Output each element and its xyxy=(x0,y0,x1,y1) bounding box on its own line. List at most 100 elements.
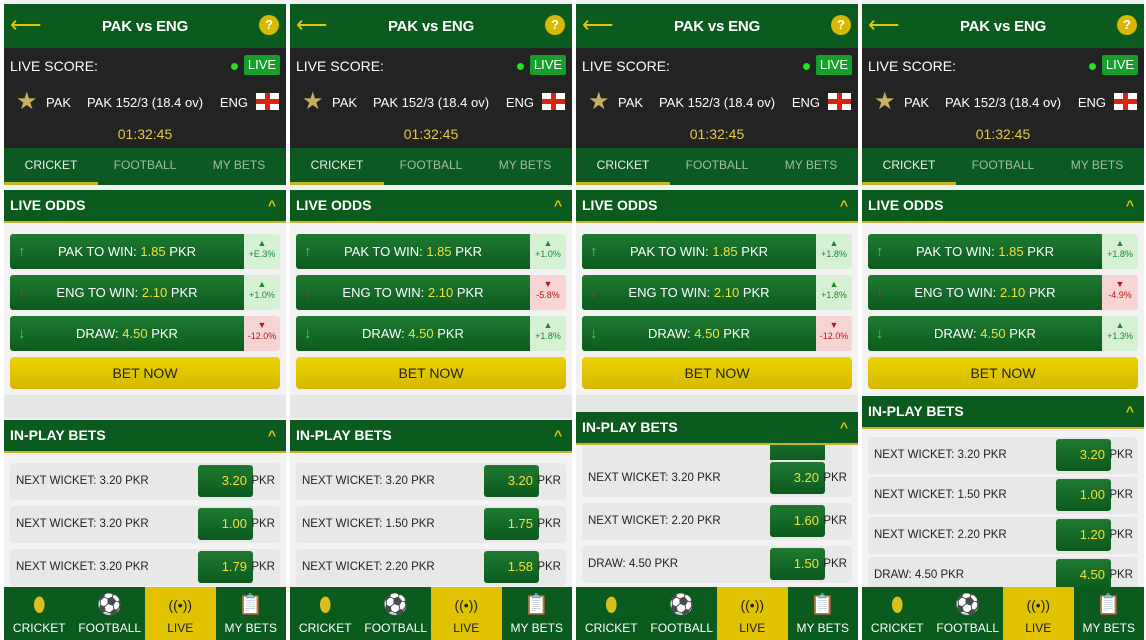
odds-row[interactable]: ↑ PAK TO WIN: 1.85 PKR ▲ +1.8% xyxy=(868,234,1138,269)
nav-live[interactable]: ((•)) LIVE xyxy=(1003,587,1074,640)
bet-odds-button[interactable]: 3.20 xyxy=(770,462,825,494)
nav-football[interactable]: ⚽ FOOTBALL xyxy=(647,587,718,640)
chevron-up-icon[interactable]: ^ xyxy=(839,197,848,213)
live-odds-header[interactable]: LIVE ODDS ^ xyxy=(4,190,286,223)
nav-cricket[interactable]: ⬮ CRICKET xyxy=(290,587,361,640)
bet-odds-button[interactable]: 1.20 xyxy=(1056,519,1111,551)
back-arrow-icon[interactable]: ⟵ xyxy=(582,12,614,37)
odds-button[interactable]: ↑ PAK TO WIN: 1.85 PKR xyxy=(296,234,530,269)
odds-button[interactable]: ↓ ENG TO WIN: 2.10 PKR xyxy=(868,275,1102,310)
in-play-row[interactable]: NEXT WICKET: 3.20 PKR 3.20 PKR xyxy=(296,463,566,500)
nav-football[interactable]: ⚽ FOOTBALL xyxy=(75,587,146,640)
chevron-up-icon[interactable]: ^ xyxy=(839,419,848,435)
in-play-row[interactable]: NEXT WICKET: 2.20 PKR 1.60 PKR xyxy=(582,503,852,540)
bet-odds-button[interactable]: 3.20 xyxy=(484,465,539,497)
bet-now-button[interactable]: BET NOW xyxy=(868,357,1138,389)
odds-row[interactable]: ↓ ENG TO WIN: 2.10 PKR ▲ +1.0% xyxy=(10,275,280,310)
odds-row[interactable]: ↓ DRAW: 4.50 PKR ▼ -12.0% xyxy=(582,316,852,351)
nav-football[interactable]: ⚽ FOOTBALL xyxy=(933,587,1004,640)
tab-my-bets[interactable]: MY BETS xyxy=(498,158,552,172)
in-play-row[interactable]: DRAW: 4.50 PKR 1.50 PKR xyxy=(582,546,852,583)
bet-odds-button[interactable]: 3.20 xyxy=(1056,439,1111,471)
chevron-up-icon[interactable]: ^ xyxy=(1125,403,1134,419)
chevron-up-icon[interactable]: ^ xyxy=(553,197,562,213)
odds-row[interactable]: ↓ DRAW: 4.50 PKR ▲ +1.8% xyxy=(296,316,566,351)
odds-button[interactable]: ↓ ENG TO WIN: 2.10 PKR xyxy=(582,275,816,310)
nav-cricket[interactable]: ⬮ CRICKET xyxy=(576,587,647,640)
chevron-up-icon[interactable]: ^ xyxy=(553,427,562,443)
odds-button[interactable]: ↑ PAK TO WIN: 1.85 PKR xyxy=(868,234,1102,269)
odds-button[interactable]: ↓ ENG TO WIN: 2.10 PKR xyxy=(296,275,530,310)
odds-button[interactable]: ↓ DRAW: 4.50 PKR xyxy=(10,316,244,351)
tab-my-bets[interactable]: MY BETS xyxy=(784,158,838,172)
back-arrow-icon[interactable]: ⟵ xyxy=(868,12,900,37)
bet-odds-button[interactable]: 1.60 xyxy=(770,505,825,537)
bet-odds-button[interactable]: 1.75 xyxy=(484,508,539,540)
bet-odds-button[interactable]: 1.50 xyxy=(770,548,825,580)
tab-football[interactable]: FOOTBALL xyxy=(399,158,463,172)
bet-odds-button[interactable]: 1.58 xyxy=(484,551,539,583)
in-play-row[interactable]: NEXT WICKET: 3.20 PKR 1.79 PKR xyxy=(10,549,280,586)
nav-my-bets[interactable]: 📋 MY BETS xyxy=(502,587,573,640)
odds-button[interactable]: ↑ PAK TO WIN: 1.85 PKR xyxy=(10,234,244,269)
nav-live[interactable]: ((•)) LIVE xyxy=(431,587,502,640)
chevron-up-icon[interactable]: ^ xyxy=(267,197,276,213)
in-play-row[interactable]: NEXT WICKET: 3.20 PKR 3.20 PKR xyxy=(868,437,1138,474)
odds-row[interactable]: ↓ ENG TO WIN: 2.10 PKR ▲ +1.8% xyxy=(582,275,852,310)
tab-cricket[interactable]: CRICKET xyxy=(290,148,384,185)
in-play-header[interactable]: IN-PLAY BETS ^ xyxy=(290,420,572,453)
live-odds-header[interactable]: LIVE ODDS ^ xyxy=(576,190,858,223)
chevron-up-icon[interactable]: ^ xyxy=(1125,197,1134,213)
odds-button[interactable]: ↑ PAK TO WIN: 1.85 PKR xyxy=(582,234,816,269)
nav-my-bets[interactable]: 📋 MY BETS xyxy=(788,587,859,640)
odds-button[interactable]: ↓ DRAW: 4.50 PKR xyxy=(582,316,816,351)
in-play-row[interactable]: NEXT WICKET: 2.20 PKR 1.20 PKR xyxy=(868,517,1138,554)
bet-odds-button[interactable]: 3.20 xyxy=(198,465,253,497)
nav-my-bets[interactable]: 📋 MY BETS xyxy=(1074,587,1145,640)
help-button[interactable]: ? xyxy=(1117,15,1137,35)
bet-now-button[interactable]: BET NOW xyxy=(582,357,852,389)
tab-football[interactable]: FOOTBALL xyxy=(971,158,1035,172)
tab-my-bets[interactable]: MY BETS xyxy=(1070,158,1124,172)
tab-cricket[interactable]: CRICKET xyxy=(4,148,98,185)
tab-cricket[interactable]: CRICKET xyxy=(862,148,956,185)
odds-row[interactable]: ↑ PAK TO WIN: 1.85 PKR ▲ +1.0% xyxy=(296,234,566,269)
bet-odds-button[interactable]: 1.00 xyxy=(1056,479,1111,511)
in-play-row[interactable]: NEXT WICKET: 3.20 PKR 3.20 PKR xyxy=(10,463,280,500)
help-button[interactable]: ? xyxy=(831,15,851,35)
odds-row[interactable]: ↓ DRAW: 4.50 PKR ▼ -12.0% xyxy=(10,316,280,351)
chevron-up-icon[interactable]: ^ xyxy=(267,427,276,443)
help-button[interactable]: ? xyxy=(545,15,565,35)
tab-my-bets[interactable]: MY BETS xyxy=(212,158,266,172)
bet-odds-button[interactable]: 4.50 xyxy=(1056,559,1111,591)
in-play-row[interactable]: NEXT WICKET: 3.20 PKR 3.20 PKR xyxy=(582,460,852,497)
nav-cricket[interactable]: ⬮ CRICKET xyxy=(862,587,933,640)
nav-cricket[interactable]: ⬮ CRICKET xyxy=(4,587,75,640)
tab-football[interactable]: FOOTBALL xyxy=(113,158,177,172)
nav-live[interactable]: ((•)) LIVE xyxy=(717,587,788,640)
odds-row[interactable]: ↓ ENG TO WIN: 2.10 PKR ▼ -5.8% xyxy=(296,275,566,310)
odds-row[interactable]: ↓ ENG TO WIN: 2.10 PKR ▼ -4.9% xyxy=(868,275,1138,310)
tab-cricket[interactable]: CRICKET xyxy=(576,148,670,185)
bet-now-button[interactable]: BET NOW xyxy=(10,357,280,389)
back-arrow-icon[interactable]: ⟵ xyxy=(10,12,42,37)
odds-button[interactable]: ↓ DRAW: 4.50 PKR xyxy=(868,316,1102,351)
back-arrow-icon[interactable]: ⟵ xyxy=(296,12,328,37)
in-play-row[interactable]: NEXT WICKET: 1.50 PKR 1.75 PKR xyxy=(296,506,566,543)
bet-now-button[interactable]: BET NOW xyxy=(296,357,566,389)
live-odds-header[interactable]: LIVE ODDS ^ xyxy=(290,190,572,223)
in-play-header[interactable]: IN-PLAY BETS ^ xyxy=(4,420,286,453)
odds-row[interactable]: ↑ PAK TO WIN: 1.85 PKR ▲ +1.8% xyxy=(582,234,852,269)
in-play-row[interactable]: NEXT WICKET: 2.20 PKR 1.58 PKR xyxy=(296,549,566,586)
odds-row[interactable]: ↑ PAK TO WIN: 1.85 PKR ▲ +E.3% xyxy=(10,234,280,269)
help-button[interactable]: ? xyxy=(259,15,279,35)
tab-football[interactable]: FOOTBALL xyxy=(685,158,749,172)
in-play-header[interactable]: IN-PLAY BETS ^ xyxy=(576,412,858,445)
in-play-row[interactable]: NEXT WICKET: 3.20 PKR 1.00 PKR xyxy=(10,506,280,543)
odds-button[interactable]: ↓ ENG TO WIN: 2.10 PKR xyxy=(10,275,244,310)
bet-odds-button[interactable]: 1.00 xyxy=(198,508,253,540)
in-play-row[interactable]: NEXT WICKET: 1.50 PKR 1.00 PKR xyxy=(868,477,1138,514)
nav-football[interactable]: ⚽ FOOTBALL xyxy=(361,587,432,640)
nav-live[interactable]: ((•)) LIVE xyxy=(145,587,216,640)
bet-odds-button[interactable]: 1.79 xyxy=(198,551,253,583)
